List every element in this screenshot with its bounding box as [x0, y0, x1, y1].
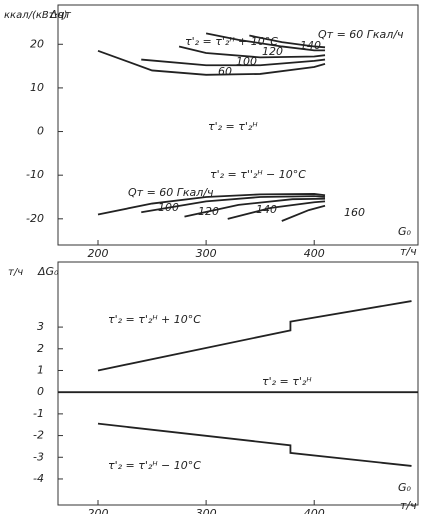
curve-label: Qт = 60 Гкал/ч — [128, 186, 214, 199]
y-tick-label: -1 — [33, 407, 44, 420]
curve-label: 120 — [262, 45, 283, 58]
curve — [184, 197, 326, 218]
curve — [141, 58, 326, 67]
curve-label: 60 — [218, 65, 232, 78]
curve — [97, 300, 412, 372]
curve — [249, 34, 326, 49]
curve-label: Qт = 60 Гкал/ч — [318, 28, 404, 41]
y-axis-symbol: ΔG₀ — [37, 265, 59, 278]
y-tick-label: 20 — [30, 37, 44, 50]
curve-label: 100 — [158, 201, 179, 214]
y-tick-label: -3 — [33, 450, 44, 463]
y-tick-label: -4 — [33, 472, 44, 485]
y-tick-label: 0 — [37, 125, 44, 138]
curve — [281, 204, 326, 222]
x-tick-label: 300 — [196, 247, 217, 260]
y-tick-label: 10 — [30, 81, 44, 94]
y-tick-label: 3 — [37, 320, 44, 333]
curve-label: 140 — [256, 203, 277, 216]
annotation: τ'₂ = τ'₂ᴴ + 10°C — [185, 35, 278, 48]
x-axis-label: G₀ — [398, 481, 412, 494]
y-tick-label: 0 — [37, 385, 44, 398]
x-tick-label: 400 — [304, 507, 325, 514]
annotation: τ'₂ = τ'₂ᴴ — [208, 120, 258, 133]
curve-label: 160 — [344, 206, 365, 219]
x-tick-label: 300 — [196, 507, 217, 514]
curve — [205, 32, 326, 52]
curve — [178, 45, 326, 59]
plot-frame — [57, 261, 419, 506]
x-axis-unit: т/ч — [400, 499, 417, 512]
annotation: τ'₂ = τ''₂ᴴ − 10°C — [210, 168, 306, 181]
curve — [97, 422, 412, 467]
curve — [97, 49, 326, 76]
annotation: τ'₂ = τ'₂ᴴ + 10°C — [108, 313, 201, 326]
annotation: τ'₂ = τ'₂ᴴ — [262, 375, 312, 388]
annotation: τ'₂ = τ'₂ᴴ − 10°C — [108, 459, 201, 472]
x-axis-unit: т/ч — [400, 245, 417, 258]
y-tick-label: -10 — [26, 168, 44, 181]
curve — [97, 193, 326, 216]
curve-label: 100 — [236, 55, 257, 68]
curve — [227, 200, 326, 220]
y-tick-label: 2 — [37, 342, 44, 355]
y-tick-label: 1 — [37, 363, 44, 376]
curve — [141, 195, 326, 214]
y-tick-label: -2 — [33, 429, 44, 442]
x-tick-label: 400 — [304, 247, 325, 260]
y-axis-label: ккал/(кВт·ч) — [4, 10, 68, 21]
curve-label: 120 — [198, 205, 219, 218]
x-axis-label: G₀ — [398, 225, 412, 238]
y-axis-symbol: Δqт — [49, 8, 72, 21]
plot-frame — [57, 4, 419, 246]
x-tick-label: 200 — [88, 507, 109, 514]
x-tick-label: 200 — [88, 247, 109, 260]
y-axis-label: т/ч — [8, 267, 23, 278]
y-tick-label: -20 — [26, 212, 44, 225]
